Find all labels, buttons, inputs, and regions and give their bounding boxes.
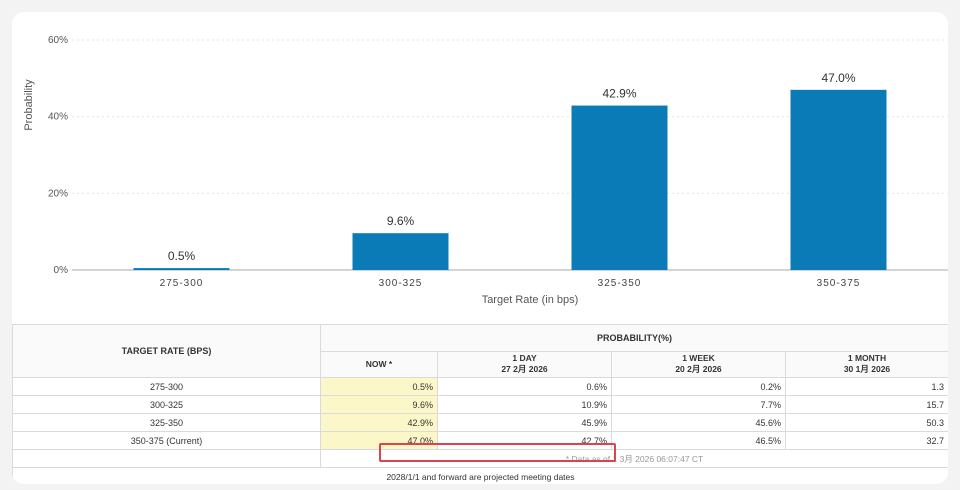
x-tick-label: 300-325 bbox=[379, 278, 423, 289]
week-cell: 7.7% bbox=[611, 395, 786, 414]
bar-300-325 bbox=[352, 233, 449, 270]
footer-row: 2028/1/1 and forward are projected meeti… bbox=[12, 467, 948, 484]
day-cell: 10.9% bbox=[437, 395, 612, 414]
bar-275-300 bbox=[133, 268, 230, 270]
rate-cell: 300-325 bbox=[12, 395, 321, 414]
rate-cell: 350-375 (Current) bbox=[12, 431, 321, 450]
x-tick-label: 325-350 bbox=[598, 278, 642, 289]
note-row: * Data as of 1 3月 2026 06:07:47 CT bbox=[12, 449, 948, 468]
day-cell: 0.6% bbox=[437, 377, 612, 396]
col-1week-date: 20 2月 2026 bbox=[675, 364, 722, 375]
data-timestamp-note: * Data as of 1 3月 2026 06:07:47 CT bbox=[320, 449, 948, 468]
table-row-current: 350-375 (Current) 47.0% 42.7% 46.5% 32.7 bbox=[12, 431, 948, 450]
now-cell: 0.5% bbox=[320, 377, 438, 396]
y-tick-label: 20% bbox=[48, 188, 68, 199]
rate-cell: 275-300 bbox=[12, 377, 321, 396]
x-tick-label: 275-300 bbox=[160, 278, 204, 289]
col-1week-label: 1 WEEK bbox=[682, 353, 715, 364]
month-cell: 15.7 bbox=[785, 395, 948, 414]
week-cell: 0.2% bbox=[611, 377, 786, 396]
col-1day-date: 27 2月 2026 bbox=[501, 364, 548, 375]
col-1month-date: 30 1月 2026 bbox=[843, 364, 891, 375]
y-axis-label: Probability bbox=[23, 79, 35, 131]
bar-value-label: 9.6% bbox=[387, 214, 415, 228]
now-cell: 47.0% bbox=[320, 431, 438, 450]
projected-dates-footer: 2028/1/1 and forward are projected meeti… bbox=[12, 467, 948, 484]
bar-350-375 bbox=[790, 89, 887, 270]
x-tick-label: 350-375 bbox=[817, 278, 861, 289]
rate-cell: 325-350 bbox=[12, 413, 321, 432]
y-tick-label: 60% bbox=[48, 35, 68, 46]
now-cell: 42.9% bbox=[320, 413, 438, 432]
day-cell: 45.9% bbox=[437, 413, 612, 432]
week-cell: 45.6% bbox=[611, 413, 786, 432]
month-cell: 50.3 bbox=[785, 413, 948, 432]
chart-card: 0% 20% 40% 60% Probability 0.5% 275-300 9.6% 300… bbox=[12, 12, 948, 484]
bar-value-label: 47.0% bbox=[821, 71, 855, 85]
col-1day-header: 1 DAY 27 2月 2026 bbox=[437, 350, 612, 378]
day-cell: 42.7% bbox=[437, 431, 612, 450]
table-row: 275-300 0.5% 0.6% 0.2% 1.3 bbox=[12, 377, 948, 396]
month-cell: 1.3 bbox=[785, 377, 948, 396]
target-rate-header: TARGET RATE (BPS) bbox=[12, 324, 321, 378]
col-now-label: NOW * bbox=[365, 358, 393, 369]
col-now-header: NOW * bbox=[320, 350, 438, 378]
table-row: 325-350 42.9% 45.9% 45.6% 50.3 bbox=[12, 413, 948, 432]
chart-svg: 0% 20% 40% 60% Probability 0.5% 275-300 9.6% 300… bbox=[23, 35, 948, 306]
table-row: 300-325 9.6% 10.9% 7.7% 15.7 bbox=[12, 395, 948, 414]
y-tick-label: 0% bbox=[54, 265, 69, 276]
x-axis-label: Target Rate (in bps) bbox=[482, 294, 579, 306]
probability-header: PROBABILITY(%) bbox=[320, 324, 948, 352]
col-1day-label: 1 DAY bbox=[512, 353, 537, 364]
col-1month-header: 1 MONTH 30 1月 2026 bbox=[785, 350, 948, 378]
probability-bar-chart: 0% 20% 40% 60% Probability 0.5% 275-300 9.6% 300… bbox=[12, 12, 948, 322]
col-1week-header: 1 WEEK 20 2月 2026 bbox=[611, 350, 786, 378]
y-tick-label: 40% bbox=[48, 112, 68, 123]
now-cell: 9.6% bbox=[320, 395, 438, 414]
week-cell: 46.5% bbox=[611, 431, 786, 450]
bar-value-label: 42.9% bbox=[602, 87, 636, 101]
bar-325-350 bbox=[571, 105, 668, 270]
col-1month-label: 1 MONTH bbox=[847, 353, 887, 364]
probability-table: TARGET RATE (BPS) PROBABILITY(%) NOW * 1… bbox=[12, 324, 948, 484]
month-cell: 32.7 bbox=[785, 431, 948, 450]
probability-table-container: TARGET RATE (BPS) PROBABILITY(%) NOW * 1… bbox=[12, 324, 948, 484]
bar-value-label: 0.5% bbox=[168, 249, 196, 263]
note-spacer bbox=[12, 449, 321, 468]
